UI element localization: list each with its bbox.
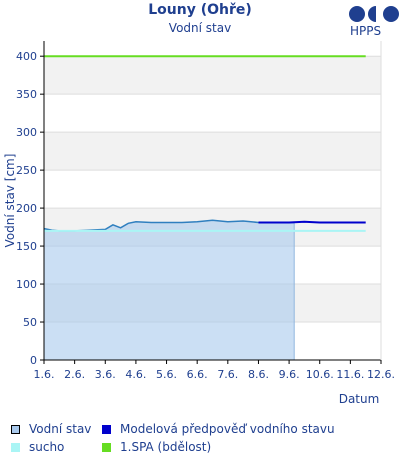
x-tick-label: 2.6.: [64, 368, 85, 381]
y-tick-label: 50: [23, 316, 37, 329]
x-tick-label: 10.6.: [306, 368, 334, 381]
legend-label-drought: sucho: [29, 440, 65, 454]
x-tick-label: 12.6.: [367, 368, 395, 381]
y-tick-label: 250: [16, 164, 37, 177]
chart-subtitle: Vodní stav: [168, 21, 232, 35]
grid-band: [44, 132, 381, 171]
y-tick-label: 0: [30, 354, 37, 367]
logo-dot-right: [383, 6, 399, 22]
grid-band-top: [44, 41, 381, 57]
y-tick-label: 200: [16, 202, 37, 215]
legend-swatch-forecast: [102, 425, 111, 434]
hpps-logo: [349, 6, 399, 22]
x-tick-label: 4.6.: [125, 368, 146, 381]
legend-label-spa1: 1.SPA (bdělost): [120, 440, 212, 454]
logo-dot-left: [349, 6, 365, 22]
x-tick-label: 11.6.: [336, 368, 364, 381]
x-tick-label: 7.6.: [217, 368, 238, 381]
logo-text: HPPS: [350, 24, 382, 38]
x-tick-label: 1.6.: [34, 368, 55, 381]
y-tick-label: 300: [16, 126, 37, 139]
x-tick-label: 9.6.: [279, 368, 300, 381]
y-tick-label: 400: [16, 50, 37, 63]
x-tick-label: 8.6.: [248, 368, 269, 381]
x-tick-label: 3.6.: [95, 368, 116, 381]
legend-swatch-drought: [11, 443, 20, 452]
logo-half-dot: [368, 6, 376, 22]
x-tick-label: 5.6.: [156, 368, 177, 381]
grid-band: [44, 56, 381, 95]
legend-swatch-spa1: [102, 443, 111, 452]
x-axis-title: Datum: [339, 392, 380, 406]
y-tick-label: 150: [16, 240, 37, 253]
legend-swatch-observed: [11, 425, 20, 434]
y-tick-label: 100: [16, 278, 37, 291]
legend-label-forecast: Modelová předpověď vodního stavu: [120, 422, 335, 436]
y-axis-title: Vodní stav [cm]: [3, 154, 17, 248]
chart-title: Louny (Ohře): [148, 2, 252, 18]
series-forecast-line: [258, 220, 366, 224]
legend-label-observed: Vodní stav: [29, 422, 92, 436]
observed-area: [44, 220, 295, 360]
y-tick-label: 350: [16, 88, 37, 101]
x-tick-label: 6.6.: [187, 368, 208, 381]
